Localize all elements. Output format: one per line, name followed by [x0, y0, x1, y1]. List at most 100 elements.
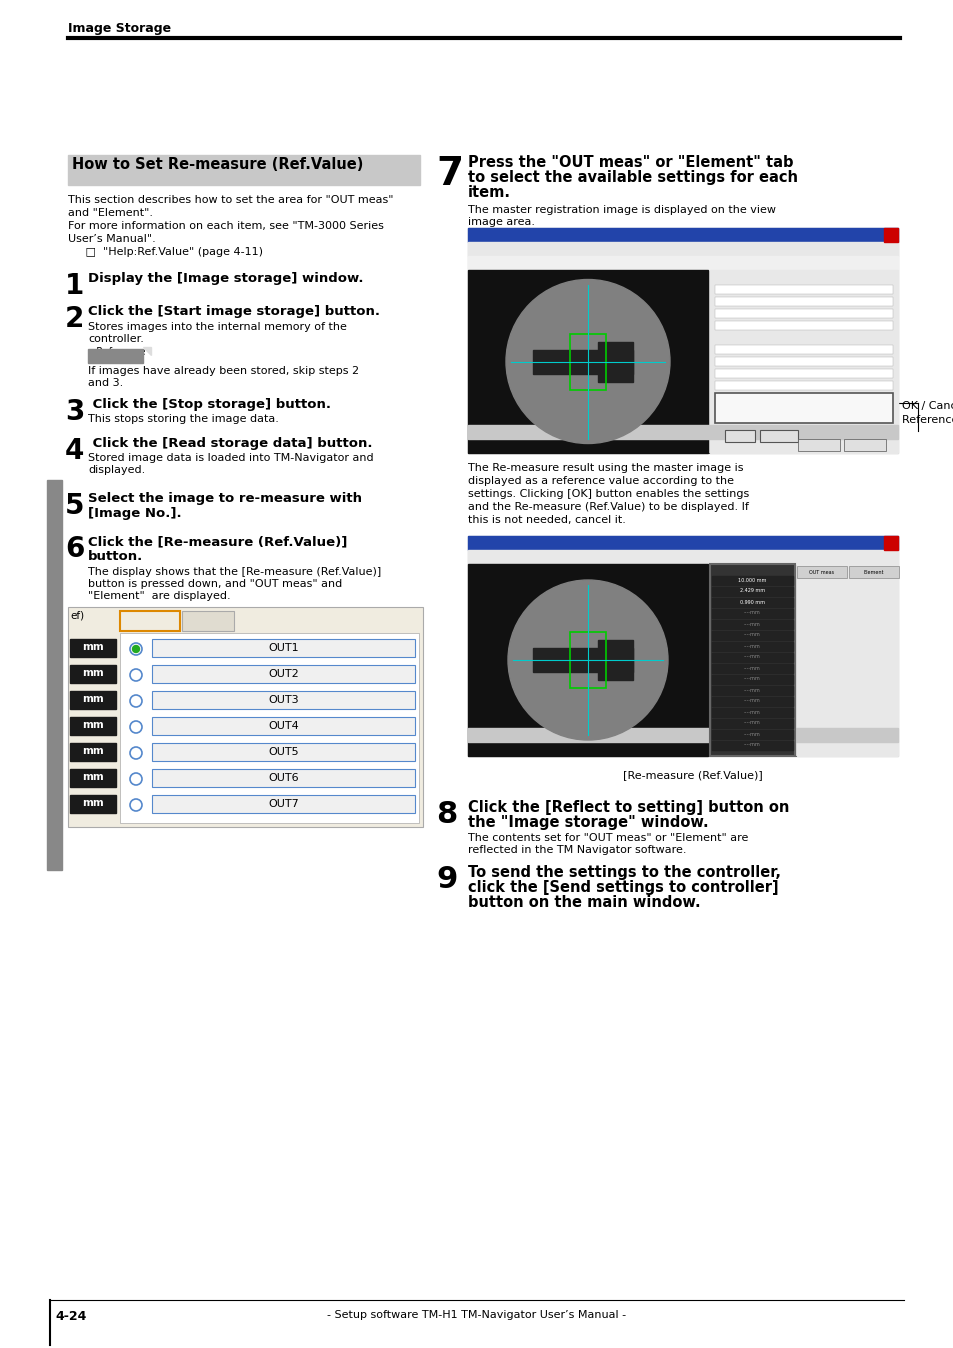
Text: click the [Send settings to controller]: click the [Send settings to controller] [468, 880, 778, 895]
Bar [711, 586, 792, 596]
Text: button on the main window.: button on the main window. [468, 895, 700, 910]
Text: Diameter: Diameter [717, 297, 742, 301]
Text: For more information on each item, see "TM-3000 Series: For more information on each item, see "… [68, 221, 383, 231]
Bar [120, 611, 180, 631]
Text: Pk correction: Pk correction [717, 368, 752, 373]
Text: Element: Element [184, 613, 227, 623]
Text: mm: mm [82, 720, 104, 731]
Bar [152, 692, 415, 709]
Text: [Image No.].: [Image No.]. [88, 507, 181, 520]
Text: displayed.: displayed. [88, 465, 145, 474]
Text: this is not needed, cancel it.: this is not needed, cancel it. [468, 515, 625, 524]
Bar [569, 333, 605, 390]
Text: How to Set Re-measure (Ref.Value): How to Set Re-measure (Ref.Value) [71, 156, 363, 173]
Text: 5: 5 [65, 492, 85, 520]
Bar [47, 480, 62, 869]
Bar [711, 718, 792, 728]
Circle shape [505, 279, 669, 443]
Text: If images have already been stored, skip steps 2: If images have already been stored, skip… [88, 367, 358, 376]
Text: image area.: image area. [468, 217, 535, 226]
Bar [468, 537, 897, 756]
Text: ----mm: ----mm [743, 611, 760, 616]
Text: The contents set for "OUT meas" or "Element" are: The contents set for "OUT meas" or "Elem… [468, 833, 747, 842]
Bar [70, 639, 116, 656]
Bar [711, 652, 792, 662]
Bar [152, 665, 415, 683]
Bar [711, 642, 792, 651]
Bar [711, 686, 792, 696]
Text: The master registration image is displayed on the view: The master registration image is display… [468, 205, 775, 214]
Text: OUT3: OUT3 [268, 696, 298, 705]
Bar [714, 394, 892, 423]
Bar [796, 563, 897, 756]
Circle shape [130, 799, 142, 811]
Text: ----mm: ----mm [743, 743, 760, 748]
Text: 9: 9 [436, 865, 456, 894]
Bar [70, 768, 116, 787]
Bar [711, 620, 792, 630]
Text: Display the [Image storage] window.: Display the [Image storage] window. [88, 272, 363, 284]
Text: OUT2: OUT2 [268, 669, 298, 679]
Bar [711, 708, 792, 717]
Text: button is pressed down, and "OUT meas" and: button is pressed down, and "OUT meas" a… [88, 580, 342, 589]
Text: Reference: Reference [90, 346, 146, 357]
Bar [152, 717, 415, 735]
Text: ----mm: ----mm [743, 687, 760, 693]
Text: □  "Help:Ref.Value" (page 4-11): □ "Help:Ref.Value" (page 4-11) [68, 247, 263, 257]
Text: Select the image to re-measure with: Select the image to re-measure with [88, 492, 361, 506]
Bar [68, 155, 419, 185]
Text: mm: mm [82, 669, 104, 678]
Bar [714, 369, 892, 377]
Text: Target head&2: Measurement type: Diameter: Target head&2: Measurement type: Diamete… [472, 551, 615, 557]
Text: "Element"  are displayed.: "Element" are displayed. [88, 590, 231, 601]
Bar [714, 321, 892, 330]
Bar [711, 599, 792, 607]
Bar [848, 566, 898, 578]
Text: mm: mm [82, 745, 104, 756]
Circle shape [130, 669, 142, 681]
Text: Average: Average [717, 356, 739, 361]
Text: 10.000 mm: 10.000 mm [738, 577, 766, 582]
Bar [468, 256, 897, 270]
Bar [468, 537, 897, 550]
Text: Press the "OUT meas" or "Element" tab: Press the "OUT meas" or "Element" tab [468, 155, 793, 170]
Bar [711, 576, 792, 585]
Text: The Re-measure result using the master image is: The Re-measure result using the master i… [468, 462, 742, 473]
Bar [714, 381, 892, 390]
Text: OUT6: OUT6 [268, 772, 298, 783]
Text: mm: mm [82, 642, 104, 652]
Bar [468, 270, 707, 453]
Text: OUT7: OUT7 [268, 799, 298, 809]
Bar [714, 309, 892, 318]
Bar [714, 284, 892, 294]
Text: item.: item. [468, 185, 511, 200]
Bar [533, 349, 633, 373]
Text: Stored image data is loaded into TM-Navigator and: Stored image data is loaded into TM-Navi… [88, 453, 374, 462]
Bar [533, 648, 633, 673]
Text: 0.990 mm: 0.990 mm [740, 600, 764, 604]
Text: OUT1: OUT1 [720, 272, 742, 280]
Text: This stops storing the image data.: This stops storing the image data. [88, 414, 278, 425]
Text: Displaying the Measurement Data: Displaying the Measurement Data [49, 574, 59, 775]
Bar [724, 430, 754, 442]
Bar [598, 341, 633, 381]
Text: User’s Manual".: User’s Manual". [68, 235, 155, 244]
Text: mm: mm [82, 694, 104, 704]
Bar [152, 743, 415, 762]
Text: This section describes how to set the area for "OUT meas": This section describes how to set the ar… [68, 195, 393, 205]
Text: displayed as a reference value according to the: displayed as a reference value according… [468, 476, 733, 487]
Bar [711, 609, 792, 617]
Text: ----mm: ----mm [743, 720, 760, 725]
Bar [711, 731, 792, 739]
Text: ----mm: ----mm [743, 698, 760, 704]
Text: Measurement type: Measurement type [717, 284, 768, 288]
Bar [883, 228, 897, 243]
Bar [468, 228, 897, 453]
Bar [152, 795, 415, 813]
Text: controller.: controller. [88, 334, 144, 344]
Text: OUT1: OUT1 [268, 643, 298, 652]
Text: OUT4: OUT4 [268, 721, 298, 731]
Bar [468, 228, 897, 243]
Text: Measurement criteria: Measurement criteria [717, 344, 776, 349]
Text: OUT5: OUT5 [268, 747, 298, 758]
